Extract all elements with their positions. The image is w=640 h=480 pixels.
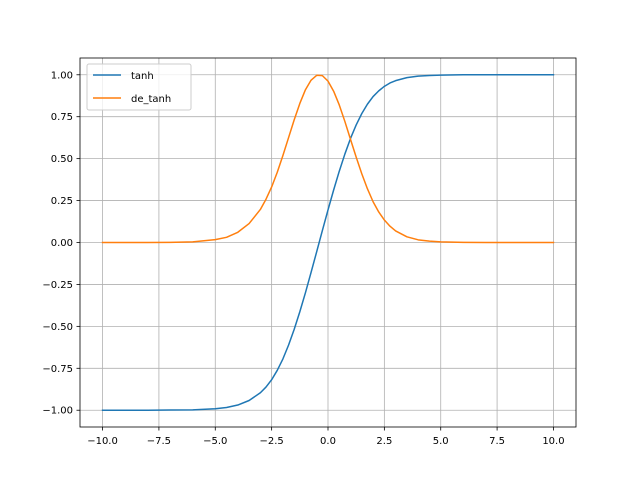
x-tick-label: 7.5 (489, 436, 505, 447)
legend: tanh de_tanh (86, 63, 192, 111)
x-tick-label: 10.0 (542, 436, 564, 447)
x-tick-label: 0.0 (320, 436, 336, 447)
y-tick-label: 0.00 (51, 238, 73, 249)
y-tick-label: 0.50 (51, 154, 73, 165)
ticks: −10.0 −7.5 −5.0 −2.5 0.0 2.5 5.0 7.5 10.0 −1.00 −0… (42, 70, 564, 447)
legend-label-de-tanh: de_tanh (131, 94, 171, 105)
x-tick-label: −10.0 (87, 436, 118, 447)
y-tick-label: −0.75 (42, 364, 73, 375)
series-line-tanh (101, 74, 555, 411)
y-tick-label: 1.00 (51, 70, 73, 81)
y-tick-label: −0.50 (42, 322, 73, 333)
y-tick-label: −0.25 (42, 280, 73, 291)
y-tick-label: 0.75 (51, 112, 73, 123)
legend-label-tanh: tanh (131, 71, 154, 82)
x-tick-label: 2.5 (376, 436, 392, 447)
x-tick-label: 5.0 (433, 436, 449, 447)
y-tick-label: 0.25 (51, 196, 73, 207)
series-line-de-tanh (101, 74, 555, 244)
series-group (101, 74, 555, 411)
x-tick-label: −5.0 (203, 436, 227, 447)
x-tick-label: −2.5 (259, 436, 283, 447)
x-tick-label: −7.5 (147, 436, 171, 447)
y-tick-label: −1.00 (42, 406, 73, 417)
